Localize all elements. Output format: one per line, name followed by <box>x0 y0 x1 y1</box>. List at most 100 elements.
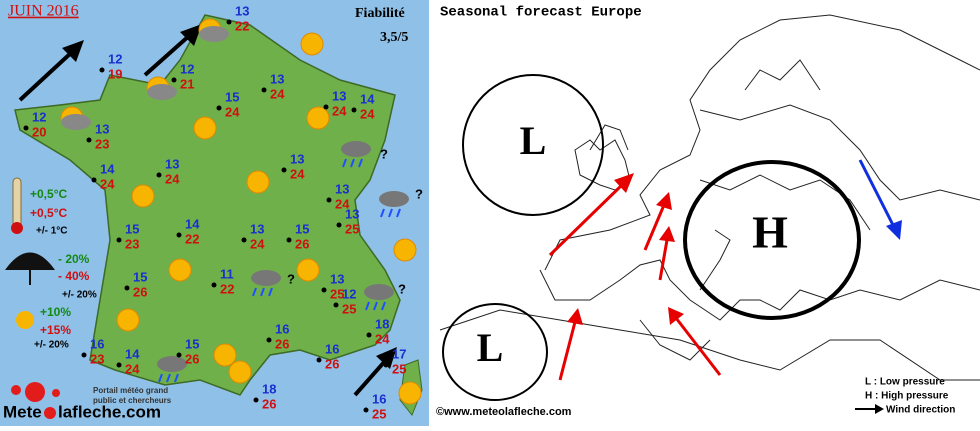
temp-max: 25 <box>330 286 344 301</box>
temp-max: 24 <box>335 196 350 211</box>
sun <box>168 258 192 282</box>
question-mark: ? <box>415 186 423 201</box>
temp-min: 16 <box>90 336 104 351</box>
temp-min: 13 <box>250 221 264 236</box>
cloud <box>251 270 281 286</box>
temp-max: 24 <box>270 86 285 101</box>
city-dot <box>211 282 217 288</box>
pressure-labels: L L H <box>477 118 788 370</box>
legend: +0,5°C +0,5°C +/- 1°C - 20% - 40% +/- 20… <box>30 187 97 350</box>
temp-max: 26 <box>262 396 276 411</box>
legend-text: +0,5°C <box>30 206 67 220</box>
temp-min: 13 <box>330 271 344 286</box>
city-dot <box>176 352 182 358</box>
city-dot <box>383 362 389 368</box>
temp-max: 26 <box>185 351 199 366</box>
temp-max: 20 <box>32 124 46 139</box>
temp-max: 22 <box>185 231 199 246</box>
temp-max: 25 <box>342 301 356 316</box>
logo-tagline: public et chercheurs <box>93 396 172 405</box>
sun <box>398 381 422 405</box>
rain <box>365 301 386 311</box>
legend-text: +15% <box>40 323 71 337</box>
city-dot <box>171 77 177 83</box>
rain <box>158 373 179 383</box>
temp-max: 23 <box>125 236 139 251</box>
city-dot <box>321 287 327 293</box>
temp-max: 24 <box>375 331 390 346</box>
reliability: 3,5/5 <box>380 30 408 45</box>
legend-text: +/- 20% <box>34 340 69 351</box>
city-dot <box>91 177 97 183</box>
temp-min: 13 <box>270 71 284 86</box>
temp-min: 13 <box>95 121 109 136</box>
city-dot <box>351 107 357 113</box>
city-dot <box>333 302 339 308</box>
legend-text: +0,5°C <box>30 187 67 201</box>
temp-max: 24 <box>165 171 180 186</box>
temp-min: 13 <box>235 3 249 18</box>
temp-min: 14 <box>185 216 200 231</box>
legend-text: +10% <box>40 305 71 319</box>
temp-min: 13 <box>290 151 304 166</box>
temp-max: 24 <box>290 166 305 181</box>
legend-text: - 40% <box>58 269 90 283</box>
temp-min: 12 <box>32 109 46 124</box>
rain <box>252 287 273 297</box>
logo-text: Mete <box>3 402 42 421</box>
europe-title: Seasonal forecast Europe <box>440 5 642 21</box>
temp-max: 23 <box>90 351 104 366</box>
sun <box>228 360 252 384</box>
question-mark: ? <box>287 271 295 286</box>
city-dot <box>23 125 29 131</box>
sun <box>193 116 217 140</box>
temp-max: 26 <box>133 284 147 299</box>
temp-min: 16 <box>325 341 339 356</box>
legend-text: L : Low pressure <box>865 377 945 388</box>
cloud <box>147 84 177 100</box>
weather-icons <box>60 18 422 405</box>
sun <box>246 170 270 194</box>
temp-min: 16 <box>275 321 289 336</box>
city-dot <box>363 407 369 413</box>
temp-min: 12 <box>180 61 194 76</box>
city-dot <box>216 105 222 111</box>
sun <box>306 106 330 130</box>
temp-max: 25 <box>372 406 386 421</box>
credit: ©www.meteolafleche.com <box>436 406 572 418</box>
city-dot <box>281 167 287 173</box>
sun <box>131 184 155 208</box>
question-mark: ? <box>398 281 406 296</box>
legend-text: - 20% <box>58 252 90 266</box>
temp-max: 22 <box>220 281 234 296</box>
pressure-label: H <box>752 207 788 258</box>
temp-min: 16 <box>372 391 386 406</box>
temp-max: 23 <box>95 136 109 151</box>
city-dot <box>86 137 92 143</box>
wind-arrows <box>18 24 397 397</box>
wind-arrow-blue <box>858 159 902 240</box>
europe-bg <box>430 0 980 426</box>
pressure-systems <box>442 74 861 401</box>
temp-max: 25 <box>345 221 359 236</box>
temp-min: 18 <box>375 316 389 331</box>
pressure-label: L <box>477 325 504 370</box>
city-dot <box>323 104 329 110</box>
temp-min: 14 <box>360 91 375 106</box>
temp-max: 24 <box>100 176 115 191</box>
temp-min: 13 <box>332 88 346 103</box>
logo-text: lafleche.com <box>58 402 161 421</box>
city-dot <box>326 197 332 203</box>
city-dot <box>116 362 122 368</box>
reliability-label: Fiabilité <box>355 6 405 21</box>
legend-text: Wind direction <box>886 405 955 416</box>
legend-icons <box>5 177 55 329</box>
temp-max: 24 <box>125 361 140 376</box>
cloud <box>341 141 371 157</box>
logo: Mete lafleche.com Portail météo grand pu… <box>3 382 172 421</box>
temp-min: 11 <box>220 266 234 281</box>
rain <box>380 208 401 218</box>
temp-max: 26 <box>325 356 339 371</box>
title: JUIN 2016 <box>8 3 79 20</box>
